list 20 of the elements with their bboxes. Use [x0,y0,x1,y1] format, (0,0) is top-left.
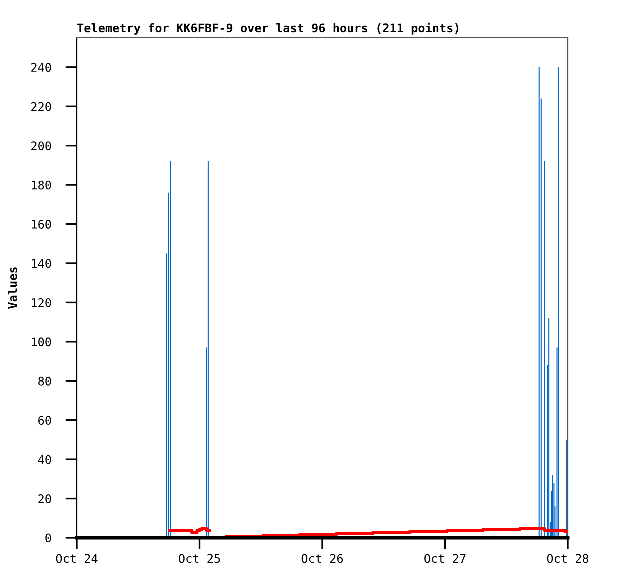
x-tick-label: Oct 27 [424,554,466,564]
y-axis-title: Values [8,268,18,309]
y-tick-label: 140 [32,259,52,268]
y-tick-label: 240 [32,63,52,72]
y-tick-label: 20 [38,494,52,504]
x-tick-label: Oct 24 [56,554,98,564]
y-tick-label: 100 [32,338,52,347]
y-tick-label: 180 [32,180,52,190]
y-tick-label: 200 [32,142,52,151]
y-tick-label: 80 [38,376,52,386]
y-tick-label: 60 [38,416,52,426]
chart-title: Telemetry for KK6FBF-9 over last 96 hours (211 points) [78,22,459,35]
x-tick-label: Oct 26 [302,554,344,564]
y-tick-label: 220 [32,102,52,112]
y-tick-label: 0 [46,534,52,543]
y-tick-label: 120 [32,298,52,308]
x-tick-label: Oct 25 [179,554,220,564]
x-tick-label: Oct 28 [547,554,589,564]
y-tick-label: 160 [32,220,52,229]
y-tick-label: 40 [38,455,52,464]
